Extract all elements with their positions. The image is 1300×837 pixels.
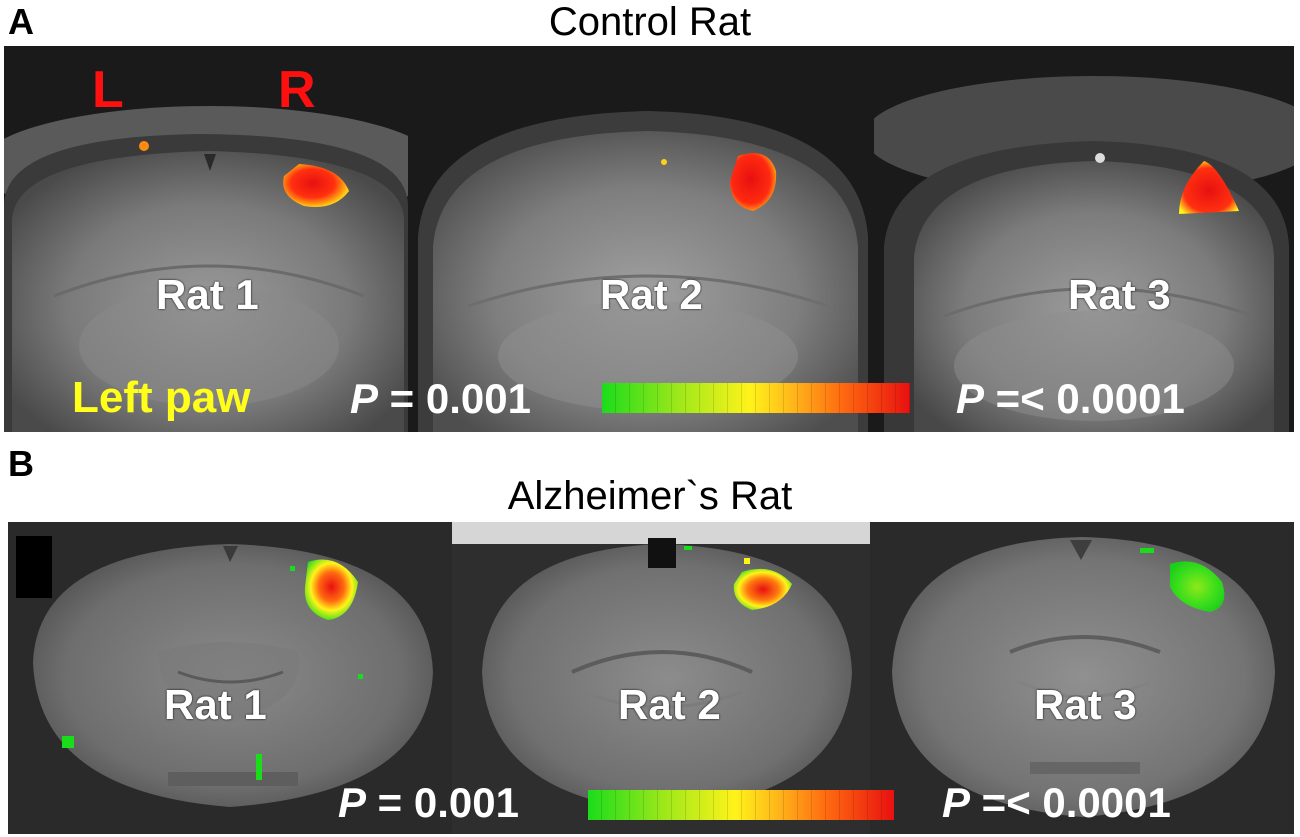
panel-a-p-high: P =< 0.0001 bbox=[956, 378, 1185, 420]
panel-b-image-strip: Rat 1 Rat 2 Rat 3 P = 0.001 P =< 0.0001 bbox=[8, 522, 1294, 834]
control-rat-3-label: Rat 3 bbox=[1068, 271, 1171, 318]
panel-b-p-low: P = 0.001 bbox=[338, 782, 519, 824]
p-low-value: = 0.001 bbox=[366, 779, 519, 826]
alzheimer-rat-1-label: Rat 1 bbox=[164, 681, 267, 728]
alzheimer-rat-3-scan bbox=[870, 522, 1294, 834]
panel-a-title: Control Rat bbox=[548, 0, 752, 44]
p-symbol: P bbox=[942, 779, 971, 826]
alzheimer-rat-3-label: Rat 3 bbox=[1034, 681, 1137, 728]
alzheimer-rat-1-scan bbox=[8, 522, 452, 834]
p-symbol: P bbox=[956, 375, 985, 422]
alzheimer-rat-2-scan bbox=[452, 522, 870, 834]
p-symbol: P bbox=[350, 375, 379, 422]
p-high-value: =< 0.0001 bbox=[984, 375, 1185, 422]
panel-b-letter: B bbox=[8, 443, 34, 484]
p-symbol: P bbox=[338, 779, 367, 826]
p-low-value: = 0.001 bbox=[378, 375, 531, 422]
panel-b-p-high: P =< 0.0001 bbox=[942, 782, 1171, 824]
right-hemisphere-label: R bbox=[278, 61, 316, 119]
panel-b-colorbar bbox=[588, 790, 894, 820]
control-rat-1-label: Rat 1 bbox=[156, 271, 259, 318]
control-rat-3-scan bbox=[874, 46, 1294, 432]
panel-a-colorbar bbox=[602, 383, 910, 413]
panel-b-title: Alzheimer`s Rat bbox=[507, 474, 793, 518]
alzheimer-rat-2-label: Rat 2 bbox=[618, 681, 721, 728]
panel-a-p-low: P = 0.001 bbox=[350, 378, 531, 420]
control-rat-2-label: Rat 2 bbox=[600, 271, 703, 318]
panel-a-image-strip: L R Rat 1 Rat 2 Rat 3 Left paw P = 0.001… bbox=[4, 46, 1294, 432]
left-hemisphere-label: L bbox=[92, 61, 124, 119]
p-high-value: =< 0.0001 bbox=[970, 779, 1171, 826]
control-rat-2-scan bbox=[408, 46, 874, 432]
control-rat-1-scan bbox=[4, 46, 408, 432]
left-paw-label: Left paw bbox=[72, 373, 251, 422]
panel-a-letter: A bbox=[8, 1, 34, 42]
